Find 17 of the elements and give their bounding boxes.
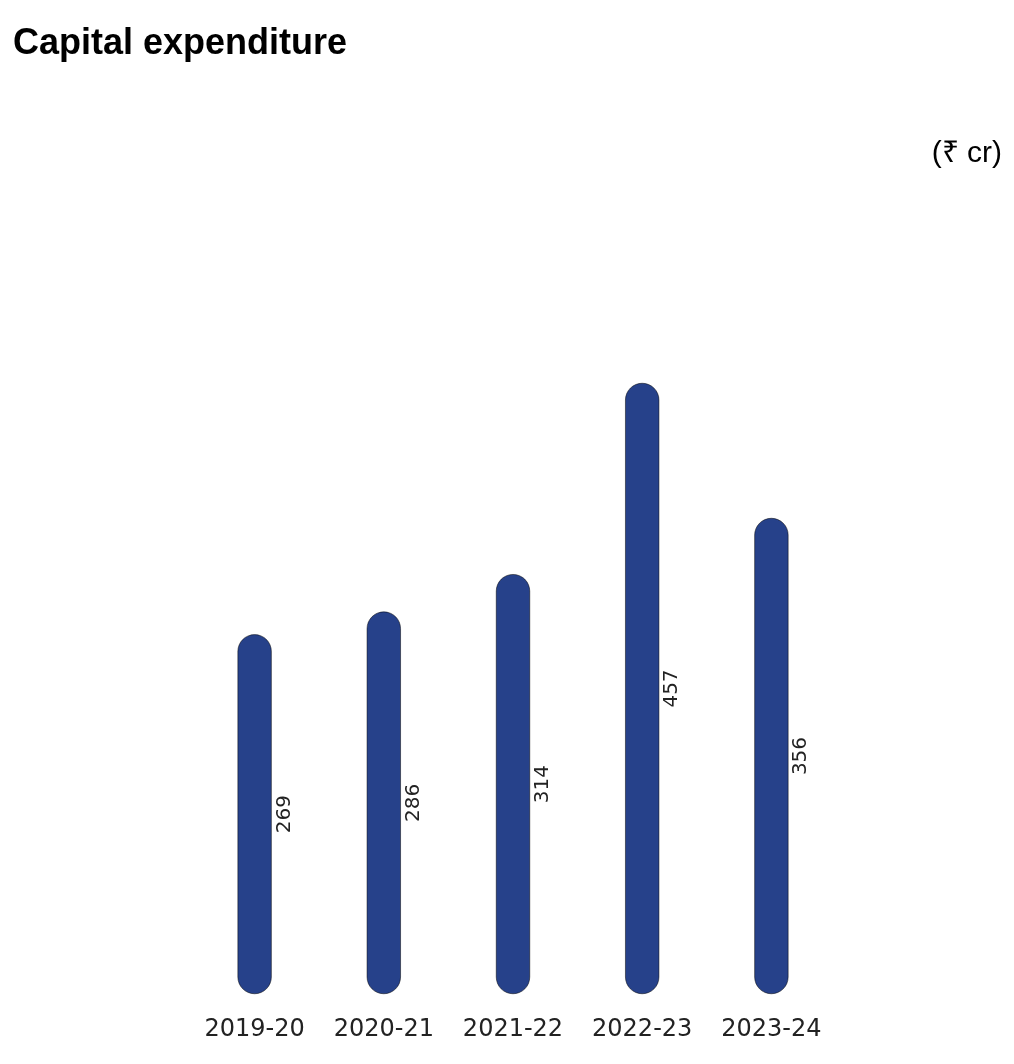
data-label: 269 — [270, 795, 295, 834]
text: (₹ cr) — [931, 134, 1003, 168]
x-tick-label: 2021-22 — [462, 1014, 564, 1042]
bar — [496, 574, 530, 994]
chart-title: Capital expenditure — [13, 20, 348, 62]
x-tick-label: 2023-24 — [721, 1014, 822, 1042]
bar — [754, 518, 789, 994]
data-label: 356 — [787, 736, 812, 776]
bar — [625, 383, 660, 994]
bar — [366, 611, 401, 994]
x-tick-label: 2022-23 — [592, 1014, 693, 1042]
x-tick-label: 2020-21 — [333, 1014, 434, 1042]
data-label: 286 — [399, 783, 424, 822]
bar — [237, 634, 272, 994]
data-label: 457 — [658, 669, 683, 708]
x-tick-label: 2019-20 — [204, 1014, 305, 1042]
data-label: 314 — [529, 765, 553, 804]
